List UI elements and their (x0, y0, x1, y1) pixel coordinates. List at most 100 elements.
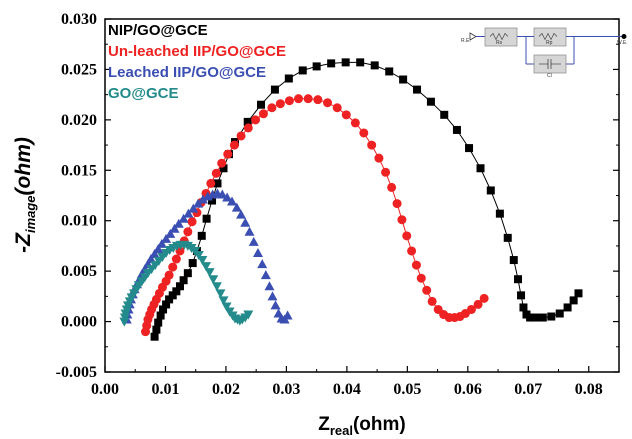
data-series-layer (119, 58, 583, 341)
data-point (313, 95, 323, 105)
circuit-end-label: W.E. (617, 40, 628, 46)
data-point (193, 251, 204, 261)
data-point (202, 214, 211, 223)
data-point (370, 61, 379, 70)
data-point (183, 269, 192, 278)
data-point (385, 67, 394, 76)
circuit-start-label: R.E. (461, 38, 471, 44)
y-tick-label: 0.005 (61, 263, 97, 280)
data-point (215, 289, 226, 299)
data-point (193, 198, 204, 208)
x-tick-label: 0.07 (514, 381, 542, 398)
circuit-end-terminal-icon (621, 34, 627, 39)
x-tick-label: 0.04 (333, 381, 361, 398)
data-point (547, 312, 556, 321)
legend-entry-go: GO@GCE (108, 85, 178, 102)
data-point (188, 259, 197, 268)
equivalent-circuit-inset: R.E. Rs Rp Cl W.E. (461, 27, 628, 79)
legend-entry-unleached-iip: Un-leached IIP/GO@GCE (108, 43, 286, 60)
data-point (248, 236, 259, 246)
data-point (179, 276, 188, 285)
data-point (257, 100, 266, 109)
data-point (197, 256, 208, 266)
y-tick-label: 0.000 (61, 314, 97, 331)
data-point (240, 217, 251, 227)
data-point (154, 318, 163, 327)
data-point (229, 140, 239, 150)
data-point (473, 299, 483, 309)
data-point (387, 182, 397, 192)
data-point (119, 317, 130, 327)
data-point (284, 96, 294, 106)
data-point (407, 246, 417, 256)
x-tick-label: 0.00 (91, 381, 119, 398)
data-point (392, 199, 402, 209)
data-point (332, 103, 342, 113)
data-point (350, 118, 360, 128)
data-point (526, 313, 535, 322)
data-point (356, 58, 365, 67)
data-point (479, 293, 489, 303)
data-point (161, 233, 172, 243)
data-point (563, 303, 572, 312)
x-tick-label: 0.03 (272, 381, 300, 398)
data-point (312, 62, 321, 71)
data-point (413, 85, 422, 94)
data-point (555, 309, 564, 318)
data-point (574, 289, 583, 298)
y-tick-label: 0.025 (61, 61, 97, 78)
data-point (440, 110, 449, 119)
data-point (175, 282, 184, 291)
x-tick-label: 0.01 (151, 381, 179, 398)
data-point (397, 215, 407, 225)
data-point (236, 209, 247, 219)
data-point (509, 256, 518, 265)
data-point (188, 203, 199, 213)
svg-text:Rs: Rs (496, 40, 503, 46)
data-point (165, 295, 174, 304)
data-point (381, 167, 391, 177)
data-point (427, 296, 437, 306)
data-point (503, 233, 512, 242)
data-point (341, 58, 350, 67)
data-point (153, 243, 164, 253)
data-point (168, 262, 178, 272)
data-point (569, 296, 578, 305)
data-point (223, 149, 233, 159)
data-point (495, 209, 504, 218)
data-point (183, 227, 193, 237)
data-point (422, 285, 432, 295)
data-point (206, 178, 216, 188)
data-point (294, 94, 304, 104)
legend-entry-nip: NIP/GO@GCE (108, 22, 208, 39)
circuit-capacitor-cl (533, 54, 567, 74)
data-point (426, 97, 435, 106)
svg-text:Cl: Cl (547, 73, 552, 79)
data-point (156, 238, 167, 248)
data-point (531, 313, 540, 322)
data-point (222, 192, 233, 202)
x-tick-label: 0.06 (454, 381, 482, 398)
data-point (162, 300, 171, 309)
series-3 (119, 240, 254, 327)
data-point (270, 85, 279, 94)
data-point (517, 291, 526, 300)
data-point (171, 254, 181, 264)
series-2 (121, 188, 293, 324)
data-point (298, 66, 307, 75)
data-point (466, 304, 476, 314)
data-point (208, 196, 217, 205)
data-point (514, 275, 523, 284)
series-1 (141, 94, 489, 337)
data-point (149, 248, 160, 258)
data-point (538, 313, 547, 322)
x-tick-label: 0.08 (575, 381, 603, 398)
data-point (519, 303, 528, 312)
data-point (150, 332, 159, 341)
y-tick-label: 0.010 (61, 213, 97, 230)
data-point (211, 168, 221, 178)
data-point (486, 186, 495, 195)
data-point (219, 164, 228, 173)
x-tick-label: 0.05 (393, 381, 421, 398)
x-axis: 0.00 0.01 0.02 0.03 0.04 0.05 0.06 0.07 0.08 (91, 366, 603, 398)
